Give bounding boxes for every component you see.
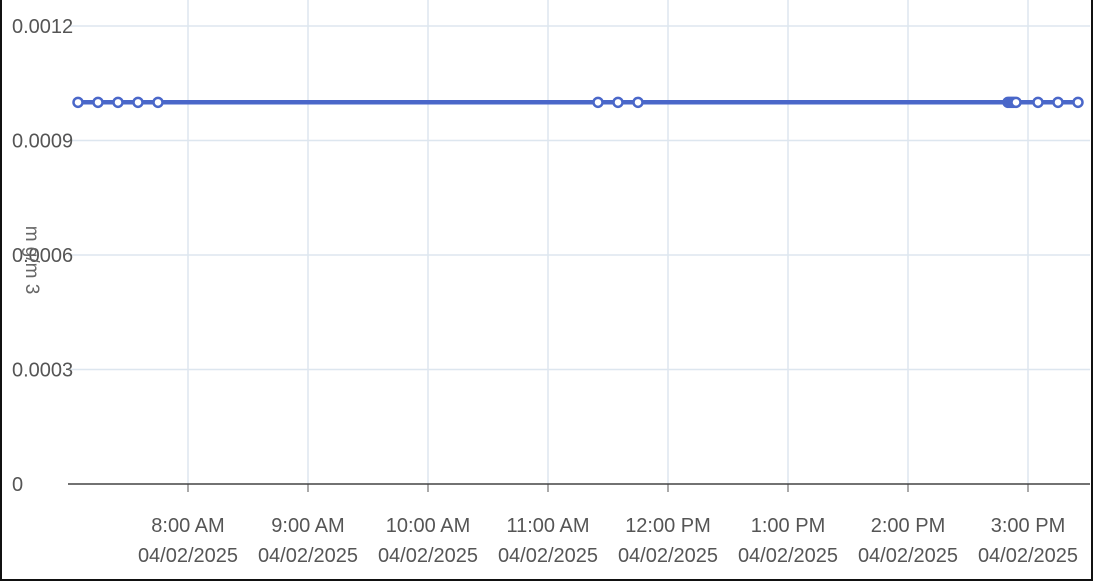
data-point[interactable] [92, 96, 104, 109]
data-point[interactable] [112, 96, 124, 109]
x-tick-date-label: 04/02/2025 [258, 545, 358, 567]
y-tick-label: 0.0003 [12, 360, 73, 382]
x-tick-date-label: 04/02/2025 [858, 545, 958, 567]
series [72, 96, 1084, 109]
y-tick-label: 0.0009 [12, 131, 73, 153]
x-tick-time-label: 3:00 PM [991, 515, 1065, 537]
x-tick-date-label: 04/02/2025 [738, 545, 838, 567]
grid [68, 0, 1090, 484]
x-axis: 8:00 AM 04/02/2025 9:00 AM 04/02/2025 10:00 … [68, 483, 1090, 567]
data-point[interactable] [72, 96, 84, 109]
data-point[interactable] [132, 96, 144, 109]
y-axis-title: m g/m 3 [21, 226, 42, 295]
y-tick-label: 0 [12, 474, 23, 496]
x-tick-time-label: 9:00 AM [271, 515, 344, 537]
x-tick-date-label: 04/02/2025 [138, 545, 238, 567]
data-point[interactable] [1052, 96, 1064, 109]
x-tick-date-label: 04/02/2025 [378, 545, 478, 567]
x-tick-time-label: 1:00 PM [751, 515, 825, 537]
data-point[interactable] [1032, 96, 1044, 109]
x-tick-date-label: 04/02/2025 [978, 545, 1078, 567]
x-tick-date-label: 04/02/2025 [498, 545, 598, 567]
data-point[interactable] [632, 96, 644, 109]
x-tick-time-label: 12:00 PM [625, 515, 711, 537]
data-point[interactable] [152, 96, 164, 109]
x-tick-time-label: 2:00 PM [871, 515, 945, 537]
data-point[interactable] [1072, 96, 1084, 109]
y-axis: 0 0.0003 0.0006 0.0009 0.0012 [12, 16, 73, 496]
y-tick-label: 0.0012 [12, 16, 73, 38]
x-tick-date-label: 04/02/2025 [618, 545, 718, 567]
x-tick-time-label: 10:00 AM [386, 515, 471, 537]
data-point[interactable] [612, 96, 624, 109]
data-point[interactable] [1010, 96, 1022, 109]
x-tick-time-label: 8:00 AM [151, 515, 224, 537]
x-tick-time-label: 11:00 AM [506, 515, 589, 537]
y-tick-label: 0.0006 [12, 245, 73, 267]
data-point[interactable] [592, 96, 604, 109]
